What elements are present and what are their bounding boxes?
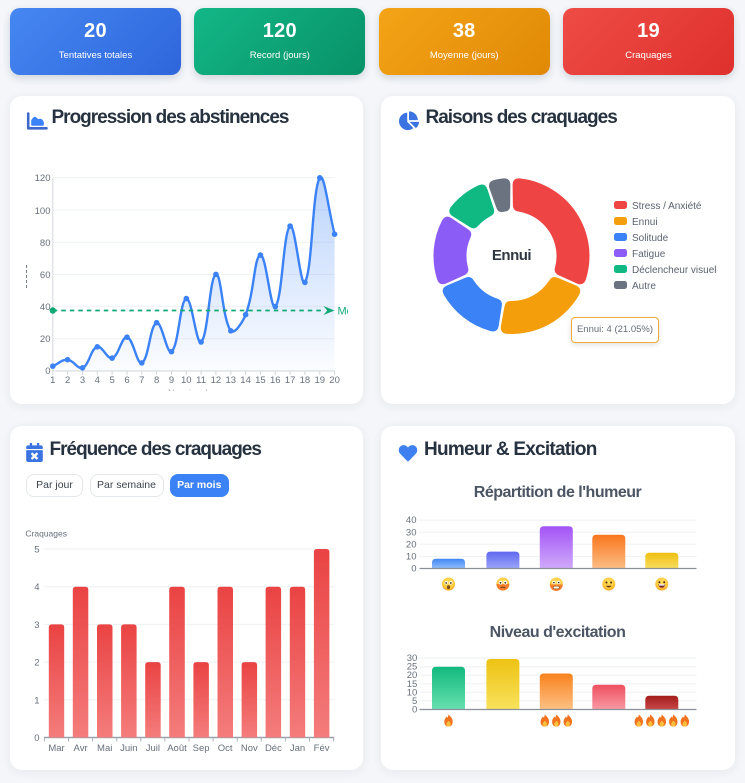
svg-text:100: 100 [35,206,51,217]
svg-text:13: 13 [226,375,237,386]
svg-text:Déc: Déc [265,743,282,754]
svg-text:Août: Août [167,743,187,754]
svg-text:17: 17 [285,375,296,386]
svg-text:15: 15 [255,375,266,386]
svg-text:Jan: Jan [290,743,305,754]
svg-text:20: 20 [40,334,51,345]
svg-text:0: 0 [34,733,39,744]
svg-text:16: 16 [270,375,281,386]
svg-text:Sep: Sep [193,743,210,754]
svg-text:25: 25 [406,661,417,672]
svg-text:15: 15 [406,678,417,689]
svg-text:0: 0 [411,563,416,574]
svg-text:Avr: Avr [74,743,88,754]
svg-text:Juil: Juil [146,743,160,754]
svg-text:11: 11 [196,375,206,386]
svg-text:14: 14 [240,375,251,386]
svg-text:Nov: Nov [241,743,258,754]
svg-text:5: 5 [109,375,114,386]
svg-text:40: 40 [405,515,416,526]
svg-text:10: 10 [406,687,417,698]
svg-text:4: 4 [95,375,100,386]
svg-text:20: 20 [405,539,416,550]
svg-text:1: 1 [34,695,39,706]
svg-text:10: 10 [181,375,192,386]
svg-text:Mar: Mar [48,743,64,754]
svg-text:6: 6 [124,375,129,386]
svg-text:30: 30 [406,653,417,664]
svg-text:8: 8 [154,375,159,386]
svg-text:18: 18 [300,375,311,386]
svg-text:3: 3 [80,375,85,386]
svg-text:9: 9 [169,375,174,386]
svg-text:0: 0 [412,704,417,715]
svg-text:5: 5 [34,544,39,555]
svg-text:40: 40 [40,302,51,313]
svg-text:2: 2 [65,375,70,386]
svg-text:120: 120 [35,173,51,184]
svg-text:1: 1 [50,375,55,386]
svg-text:Oct: Oct [218,743,233,754]
svg-text:Fév: Fév [314,743,330,754]
svg-text:Craquages: Craquages [25,528,67,538]
svg-text:Mai: Mai [97,743,112,754]
svg-text:2: 2 [34,657,39,668]
svg-text:Moyenne: Moyenne [338,306,349,318]
svg-text:12: 12 [211,375,222,386]
svg-text:3: 3 [34,619,39,630]
svg-text:30: 30 [405,527,416,538]
svg-text:7: 7 [139,375,144,386]
svg-text:80: 80 [40,238,51,249]
svg-text:20: 20 [406,670,417,681]
svg-text:0: 0 [45,366,50,377]
svg-text:5: 5 [412,695,417,706]
svg-text:20: 20 [329,375,340,386]
svg-text:4: 4 [34,582,39,593]
svg-text:60: 60 [40,270,51,281]
svg-text:19: 19 [315,375,326,386]
svg-text:10: 10 [405,551,416,562]
svg-text:Juin: Juin [120,743,137,754]
